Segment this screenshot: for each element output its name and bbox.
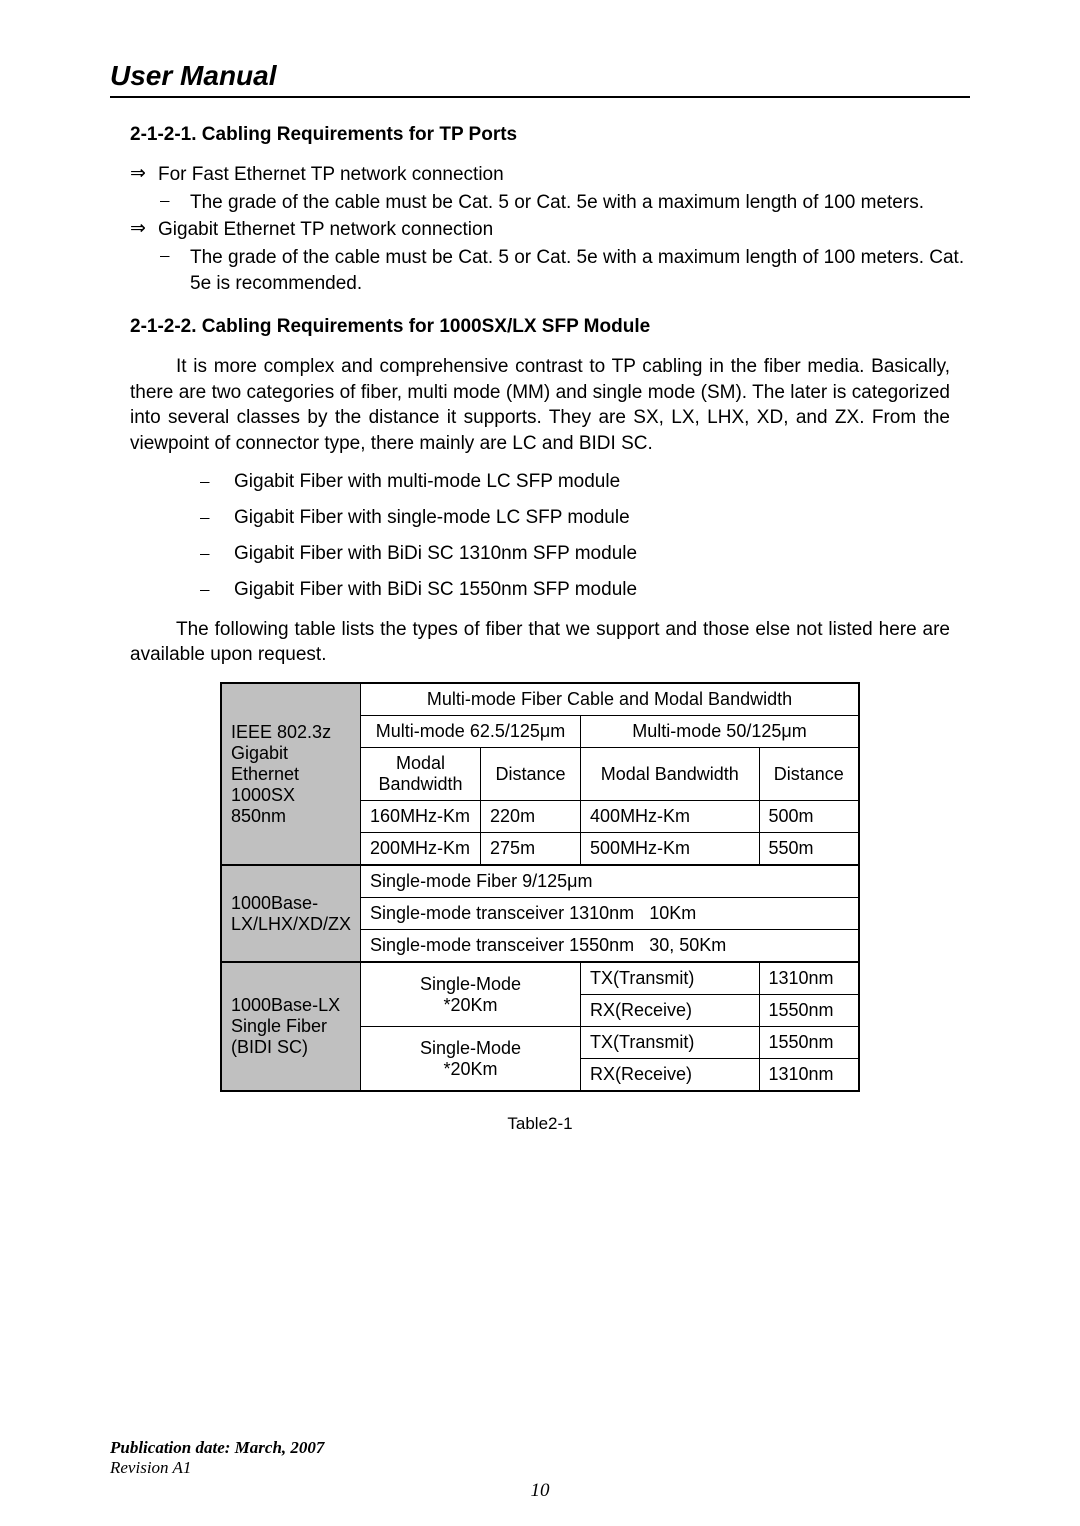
list-item-text: Gigabit Ethernet TP network connection (158, 217, 970, 243)
dash-icon: ⎯ (200, 543, 234, 565)
table-cell: Distance (481, 748, 581, 801)
list-item-text: Gigabit Fiber with multi-mode LC SFP mod… (234, 471, 620, 493)
table-cell: Single-Mode*20Km (361, 1027, 581, 1092)
table-cell: 1310nm (759, 962, 859, 995)
table-cell: Single-Mode*20Km (361, 962, 581, 1027)
table-cell: 1550nm (759, 1027, 859, 1059)
table-cell: 400MHz-Km (581, 801, 759, 833)
table-cell: Multi-mode 62.5/125μm (361, 716, 581, 748)
list-sub-item: ⎯ The grade of the cable must be Cat. 5 … (160, 245, 970, 296)
footer: Publication date: March, 2007 Revision A… (110, 1438, 324, 1478)
list-sub-item: ⎯ The grade of the cable must be Cat. 5 … (160, 190, 970, 216)
list-item-text: Gigabit Fiber with BiDi SC 1550nm SFP mo… (234, 579, 637, 601)
list-item: ⎯ Gigabit Fiber with BiDi SC 1550nm SFP … (200, 579, 970, 601)
dash-icon: ⎯ (200, 507, 234, 529)
list-item: ⇒ For Fast Ethernet TP network connectio… (130, 162, 970, 188)
table-cell: 200MHz-Km (361, 833, 481, 866)
dash-icon: ⎯ (160, 190, 190, 216)
table-cell: 500MHz-Km (581, 833, 759, 866)
page-title: User Manual (110, 60, 970, 98)
list-item: ⎯ Gigabit Fiber with multi-mode LC SFP m… (200, 471, 970, 493)
page-number: 10 (0, 1480, 1080, 1502)
table-cell: Modal Bandwidth (361, 748, 481, 801)
list-item-text: Gigabit Fiber with single-mode LC SFP mo… (234, 507, 630, 529)
table-cell: RX(Receive) (581, 1059, 759, 1092)
sfp-module-list: ⎯ Gigabit Fiber with multi-mode LC SFP m… (200, 471, 970, 601)
table-cell: Single-mode Fiber 9/125μm (361, 865, 859, 898)
table-row-header: 1000Base-LX Single Fiber (BIDI SC) (221, 962, 361, 1091)
table-cell: Multi-mode Fiber Cable and Modal Bandwid… (361, 683, 859, 716)
table-row-header: 1000Base-LX/LHX/XD/ZX (221, 865, 361, 962)
list-item-text: For Fast Ethernet TP network connection (158, 162, 970, 188)
section-heading-2121: 2-1-2-1. Cabling Requirements for TP Por… (130, 124, 970, 146)
body-paragraph: It is more complex and comprehensive con… (130, 354, 950, 457)
table-cell: 550m (759, 833, 859, 866)
table-caption: Table2-1 (110, 1114, 970, 1134)
table-cell: 160MHz-Km (361, 801, 481, 833)
table-cell: 1310nm (759, 1059, 859, 1092)
list-sub-text: The grade of the cable must be Cat. 5 or… (190, 190, 970, 216)
table-cell: Single-mode transceiver 1550nm 30, 50Km (361, 930, 859, 963)
list-item: ⇒ Gigabit Ethernet TP network connection (130, 217, 970, 243)
body-paragraph: The following table lists the types of f… (130, 617, 950, 668)
dash-icon: ⎯ (160, 245, 190, 296)
table-cell: Single-mode transceiver 1310nm 10Km (361, 898, 859, 930)
table-cell: Multi-mode 50/125μm (581, 716, 859, 748)
section-heading-2122: 2-1-2-2. Cabling Requirements for 1000SX… (130, 316, 970, 338)
arrow-right-icon: ⇒ (130, 162, 158, 188)
arrow-right-icon: ⇒ (130, 217, 158, 243)
fiber-table: IEEE 802.3z Gigabit Ethernet 1000SX 850n… (220, 682, 860, 1092)
table-cell: Distance (759, 748, 859, 801)
publication-date: Publication date: March, 2007 (110, 1438, 324, 1458)
table-row-header: IEEE 802.3z Gigabit Ethernet 1000SX 850n… (221, 683, 361, 865)
list-item-text: Gigabit Fiber with BiDi SC 1310nm SFP mo… (234, 543, 637, 565)
tp-ports-list: ⇒ For Fast Ethernet TP network connectio… (130, 162, 970, 296)
table-cell: TX(Transmit) (581, 962, 759, 995)
table-cell: 275m (481, 833, 581, 866)
table-cell: 1550nm (759, 995, 859, 1027)
table-cell: 500m (759, 801, 859, 833)
table-cell: Modal Bandwidth (581, 748, 759, 801)
list-item: ⎯ Gigabit Fiber with BiDi SC 1310nm SFP … (200, 543, 970, 565)
table-cell: RX(Receive) (581, 995, 759, 1027)
table-cell: 220m (481, 801, 581, 833)
dash-icon: ⎯ (200, 579, 234, 601)
list-sub-text: The grade of the cable must be Cat. 5 or… (190, 245, 970, 296)
dash-icon: ⎯ (200, 471, 234, 493)
revision: Revision A1 (110, 1458, 324, 1478)
list-item: ⎯ Gigabit Fiber with single-mode LC SFP … (200, 507, 970, 529)
table-cell: TX(Transmit) (581, 1027, 759, 1059)
